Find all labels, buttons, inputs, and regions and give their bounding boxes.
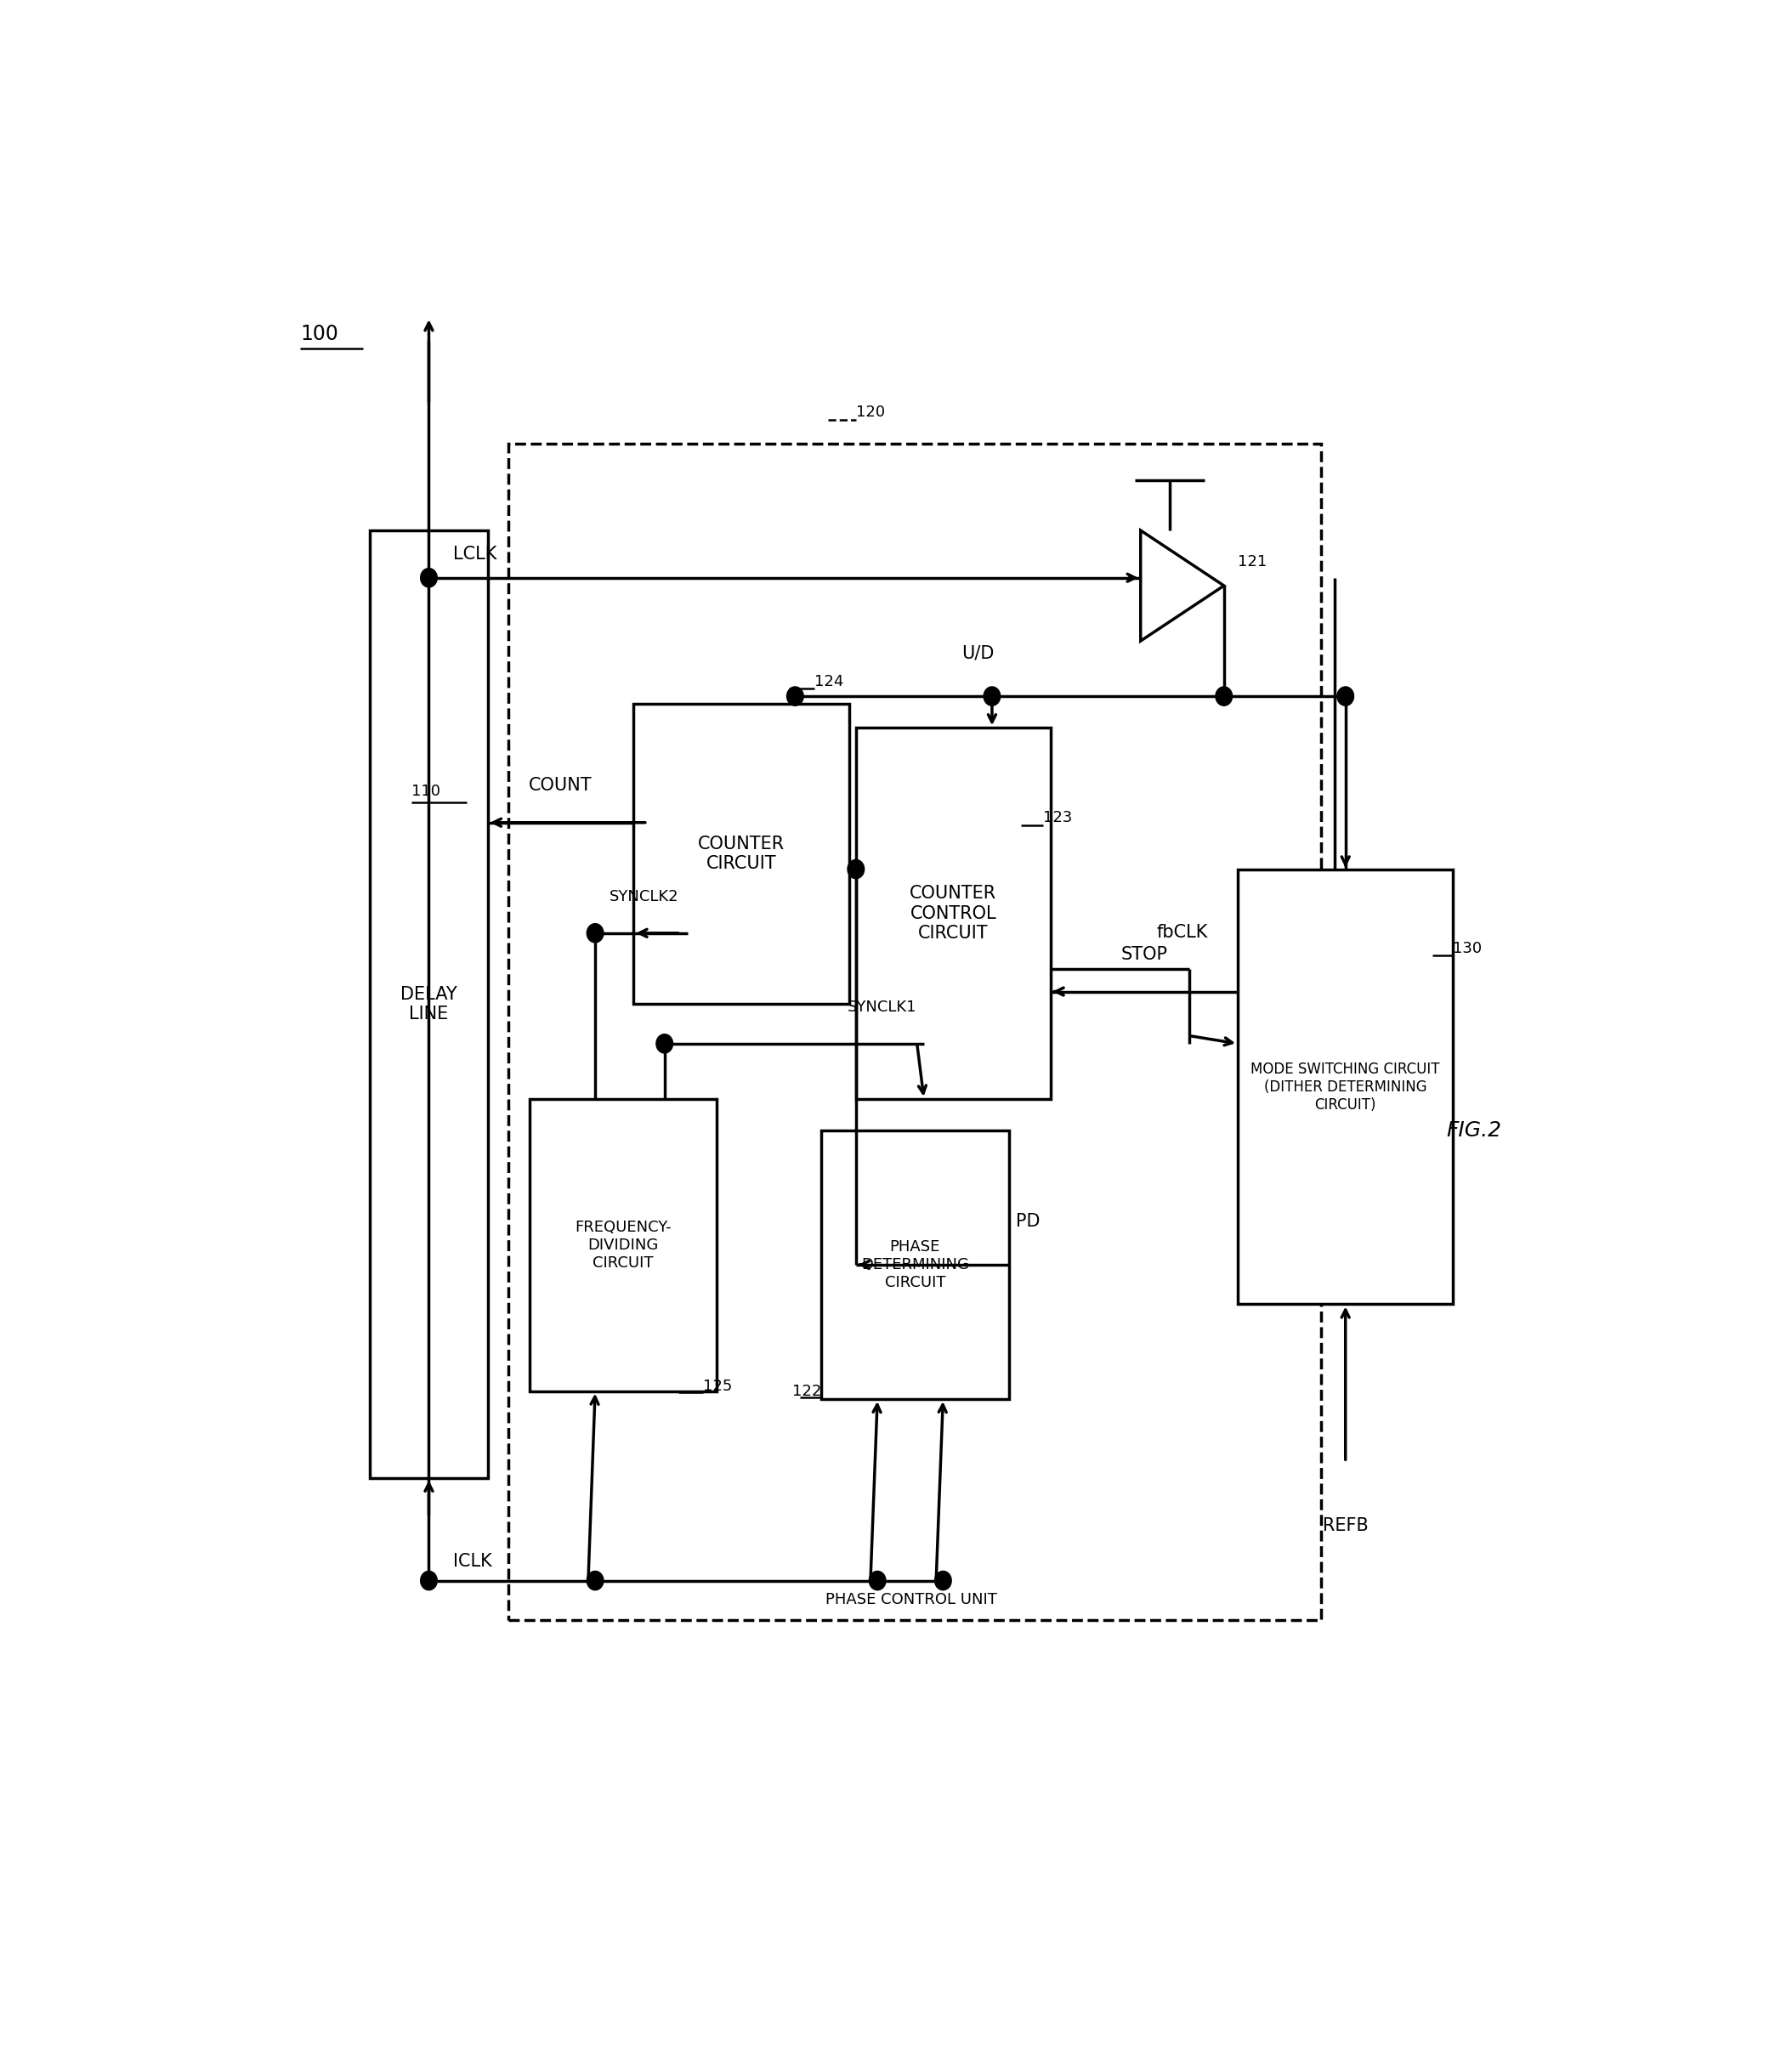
Text: 125: 125	[702, 1378, 733, 1395]
Text: PD: PD	[1016, 1212, 1039, 1231]
Text: DELAY
LINE: DELAY LINE	[400, 987, 457, 1023]
Text: ICLK: ICLK	[453, 1553, 493, 1571]
Text: 123: 123	[1043, 810, 1073, 825]
Text: 120: 120	[857, 404, 885, 420]
Circle shape	[586, 923, 604, 943]
Text: 130: 130	[1453, 941, 1482, 956]
Text: 100: 100	[301, 324, 339, 345]
Circle shape	[1337, 687, 1353, 706]
Bar	[634, 703, 849, 1005]
Text: STOP: STOP	[1120, 946, 1167, 964]
Bar	[530, 1099, 717, 1391]
Circle shape	[421, 568, 437, 587]
Text: COUNTER
CONTROL
CIRCUIT: COUNTER CONTROL CIRCUIT	[910, 886, 996, 941]
Bar	[509, 443, 1321, 1620]
Text: SYNCLK1: SYNCLK1	[848, 1001, 918, 1015]
Text: PHASE
DETERMINING
CIRCUIT: PHASE DETERMINING CIRCUIT	[860, 1239, 969, 1290]
Text: SYNCLK2: SYNCLK2	[609, 890, 679, 904]
Text: COUNT: COUNT	[529, 777, 593, 794]
Text: COUNTER
CIRCUIT: COUNTER CIRCUIT	[697, 835, 785, 872]
Text: REFB: REFB	[1322, 1518, 1369, 1534]
Text: LCLK: LCLK	[453, 546, 496, 562]
Bar	[857, 728, 1050, 1099]
Text: 110: 110	[412, 783, 441, 798]
Text: 124: 124	[814, 675, 844, 689]
Bar	[1238, 870, 1453, 1304]
Text: FREQUENCY-
DIVIDING
CIRCUIT: FREQUENCY- DIVIDING CIRCUIT	[575, 1220, 672, 1270]
Circle shape	[935, 1571, 952, 1590]
Text: fbCLK: fbCLK	[1156, 923, 1208, 941]
Text: MODE SWITCHING CIRCUIT
(DITHER DETERMINING
CIRCUIT): MODE SWITCHING CIRCUIT (DITHER DETERMINI…	[1251, 1062, 1441, 1112]
Text: PHASE CONTROL UNIT: PHASE CONTROL UNIT	[826, 1592, 998, 1608]
Text: FIG.2: FIG.2	[1446, 1120, 1502, 1140]
Circle shape	[848, 859, 864, 878]
Text: 121: 121	[1238, 554, 1267, 570]
Circle shape	[984, 687, 1000, 706]
Circle shape	[421, 1571, 437, 1590]
Bar	[821, 1130, 1009, 1399]
Circle shape	[787, 687, 803, 706]
Circle shape	[656, 1034, 672, 1052]
Circle shape	[869, 1571, 885, 1590]
Text: U/D: U/D	[962, 644, 995, 662]
Circle shape	[586, 1571, 604, 1590]
Bar	[369, 531, 487, 1479]
Text: 122: 122	[792, 1384, 821, 1399]
Circle shape	[1215, 687, 1233, 706]
